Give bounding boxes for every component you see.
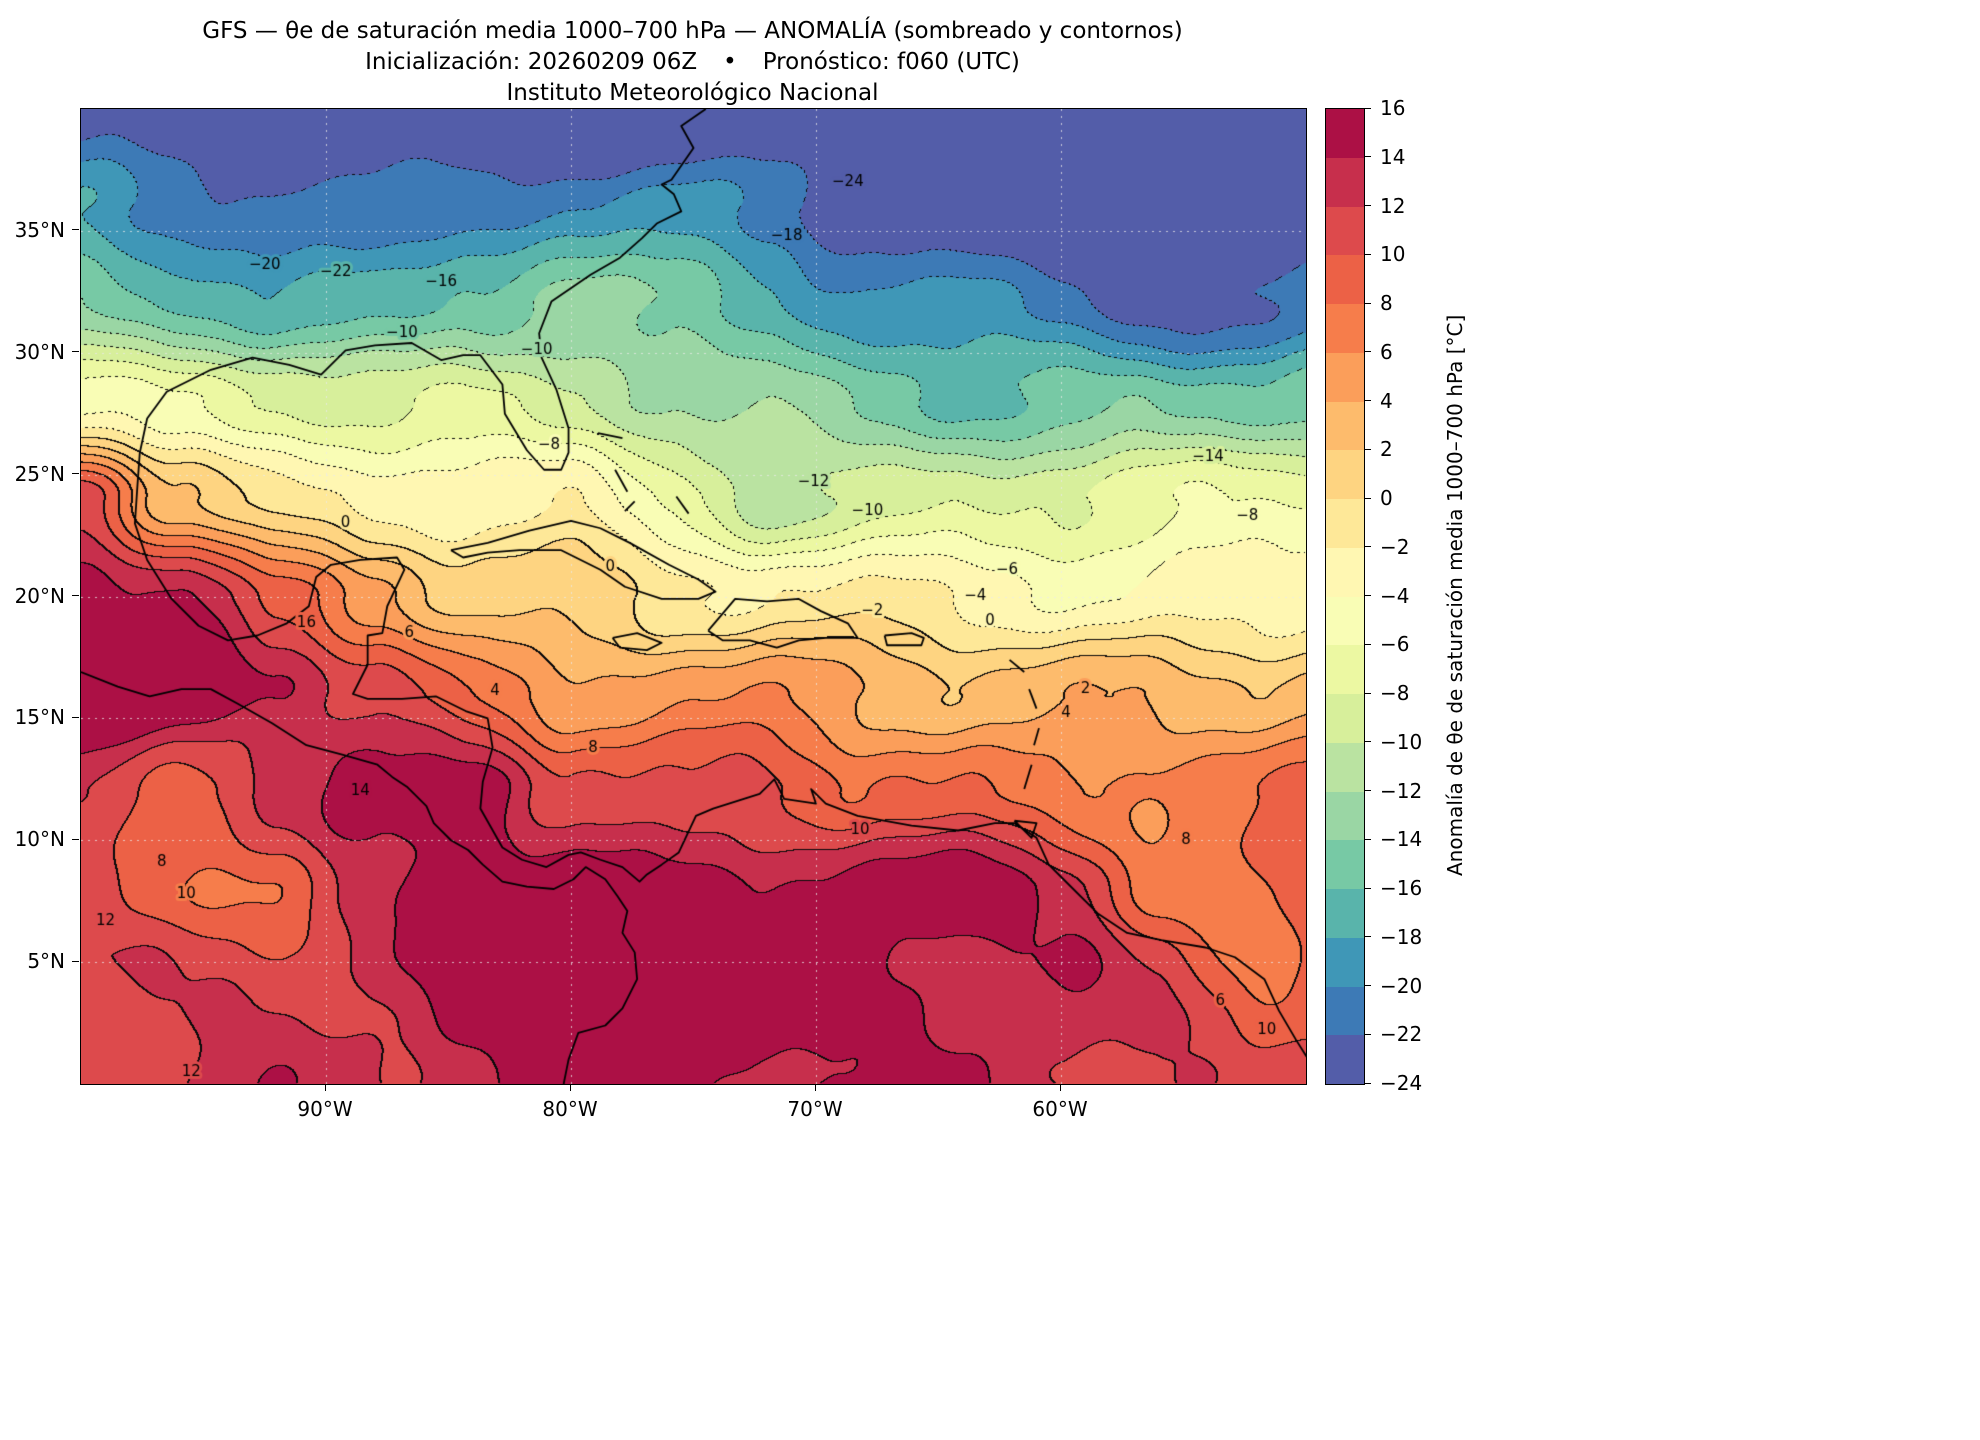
x-tick-label: 60°W <box>1032 1097 1088 1121</box>
colorbar-tick-mark <box>1364 400 1371 401</box>
colorbar-tick-label: 2 <box>1380 437 1393 462</box>
colorbar-cell <box>1326 986 1364 1036</box>
figure-institution: Instituto Meteorológico Nacional <box>506 80 879 106</box>
colorbar-tick-label: 4 <box>1380 388 1393 413</box>
colorbar-tick-label: −10 <box>1380 729 1423 754</box>
colorbar-tick-label: 12 <box>1380 193 1406 218</box>
colorbar-tick-label: −18 <box>1380 924 1423 949</box>
colorbar-tick-label: −16 <box>1380 876 1423 900</box>
colorbar-tick-mark <box>1364 692 1371 694</box>
colorbar-tick-mark <box>1364 205 1371 206</box>
colorbar-tick-mark <box>1364 741 1371 743</box>
colorbar-tick-label: −20 <box>1380 973 1423 998</box>
colorbar-tick-mark <box>1364 546 1371 548</box>
y-tick-label: 35°N <box>14 217 65 242</box>
x-axis-ticks: 90°W 80°W 70°W 60°W <box>80 1084 1305 1130</box>
colorbar-cell <box>1326 791 1364 841</box>
y-tick-label: 15°N <box>14 705 65 730</box>
y-tick-label: 5°N <box>27 949 65 974</box>
colorbar-cell <box>1326 547 1364 597</box>
colorbar-tick-mark <box>1364 985 1371 986</box>
colorbar-tick-mark <box>1364 448 1371 450</box>
colorbar-tick-label: 14 <box>1380 144 1406 169</box>
colorbar-tick-mark <box>1364 887 1371 889</box>
colorbar-ticks: 16 14 12 10 8 6 4 2 0 −2 −4 −6 −8 −10 −12 −14 −16 −18 −20 −… <box>1364 96 1494 1095</box>
colorbar-cell <box>1326 645 1364 694</box>
anomaly-map-canvas <box>81 109 1306 1084</box>
colorbar-tick-label: −12 <box>1380 778 1423 803</box>
subtitle-separator: • <box>723 49 737 75</box>
y-tick-label: 25°N <box>14 461 65 486</box>
colorbar-tick-label: −14 <box>1380 827 1423 852</box>
y-tick-mark <box>72 838 79 840</box>
colorbar-tick-mark <box>1364 643 1371 645</box>
x-tick-mark <box>1059 1084 1061 1091</box>
colorbar-tick-mark <box>1364 253 1371 255</box>
map-plot <box>80 108 1307 1085</box>
y-tick-mark <box>72 716 79 718</box>
colorbar <box>1325 108 1365 1085</box>
colorbar-cell <box>1326 840 1364 889</box>
colorbar-tick-label: 16 <box>1380 96 1406 120</box>
colorbar-tick-label: −2 <box>1380 534 1410 559</box>
colorbar-tick-mark <box>1364 595 1371 596</box>
title-block: GFS — θe de saturación media 1000–700 hP… <box>80 16 1305 109</box>
colorbar-tick-mark <box>1364 838 1371 840</box>
colorbar-tick-label: −24 <box>1380 1071 1423 1095</box>
colorbar-tick-mark <box>1364 302 1371 304</box>
colorbar-cell <box>1326 304 1364 353</box>
colorbar-tick-mark <box>1364 1033 1371 1035</box>
colorbar-cell <box>1326 499 1364 548</box>
colorbar-cell <box>1326 889 1364 938</box>
colorbar-tick-label: −4 <box>1380 583 1410 608</box>
x-tick-label: 80°W <box>542 1097 598 1121</box>
colorbar-tick-mark <box>1364 107 1371 109</box>
colorbar-cell <box>1326 1035 1364 1084</box>
y-tick-mark <box>72 960 79 962</box>
colorbar-cell <box>1326 109 1364 158</box>
colorbar-tick-mark <box>1364 497 1371 499</box>
colorbar-tick-label: −22 <box>1380 1022 1423 1047</box>
y-tick-mark <box>72 229 79 231</box>
colorbar-tick-mark <box>1364 790 1371 791</box>
colorbar-tick-label: 6 <box>1380 339 1393 364</box>
y-tick-label: 30°N <box>14 339 65 364</box>
colorbar-cell <box>1326 157 1364 207</box>
y-axis-ticks: 35°N 30°N 25°N 20°N 15°N 10°N 5°N <box>0 108 79 1083</box>
colorbar-tick-mark <box>1364 936 1371 938</box>
colorbar-cell <box>1326 596 1364 646</box>
x-tick-label: 90°W <box>297 1097 353 1121</box>
colorbar-cell <box>1326 401 1364 451</box>
colorbar-tick-label: 8 <box>1380 291 1393 315</box>
x-tick-mark <box>814 1084 816 1091</box>
colorbar-tick-mark <box>1364 156 1371 158</box>
figure-subtitle: Inicialización: 20260209 06Z • Pronóstico:… <box>80 47 1305 78</box>
colorbar-tick-mark <box>1364 351 1371 353</box>
y-tick-mark <box>72 473 79 475</box>
y-tick-mark <box>72 595 79 596</box>
y-tick-label: 20°N <box>14 583 65 608</box>
colorbar-tick-label: 10 <box>1380 242 1406 267</box>
x-tick-mark <box>569 1084 571 1091</box>
colorbar-tick-label: −8 <box>1380 681 1410 705</box>
colorbar-cell <box>1326 937 1364 987</box>
colorbar-label: Anomalía de θe de saturación media 1000–… <box>1443 314 1467 877</box>
y-tick-mark <box>72 351 79 353</box>
colorbar-cell <box>1326 206 1364 256</box>
colorbar-tick-label: −6 <box>1380 632 1410 657</box>
subtitle-init: Inicialización: 20260209 06Z <box>365 49 698 75</box>
x-tick-mark <box>324 1084 326 1091</box>
subtitle-forecast: Pronóstico: f060 (UTC) <box>762 49 1020 75</box>
colorbar-cell <box>1326 255 1364 304</box>
colorbar-cell <box>1326 450 1364 499</box>
colorbar-cell <box>1326 352 1364 402</box>
figure-title: GFS — θe de saturación media 1000–700 hP… <box>202 18 1183 44</box>
colorbar-tick-mark <box>1364 1082 1371 1084</box>
x-tick-label: 70°W <box>787 1097 843 1121</box>
colorbar-cell <box>1326 694 1364 743</box>
colorbar-cell <box>1326 742 1364 792</box>
colorbar-tick-label: 0 <box>1380 486 1393 510</box>
y-tick-label: 10°N <box>14 827 65 852</box>
